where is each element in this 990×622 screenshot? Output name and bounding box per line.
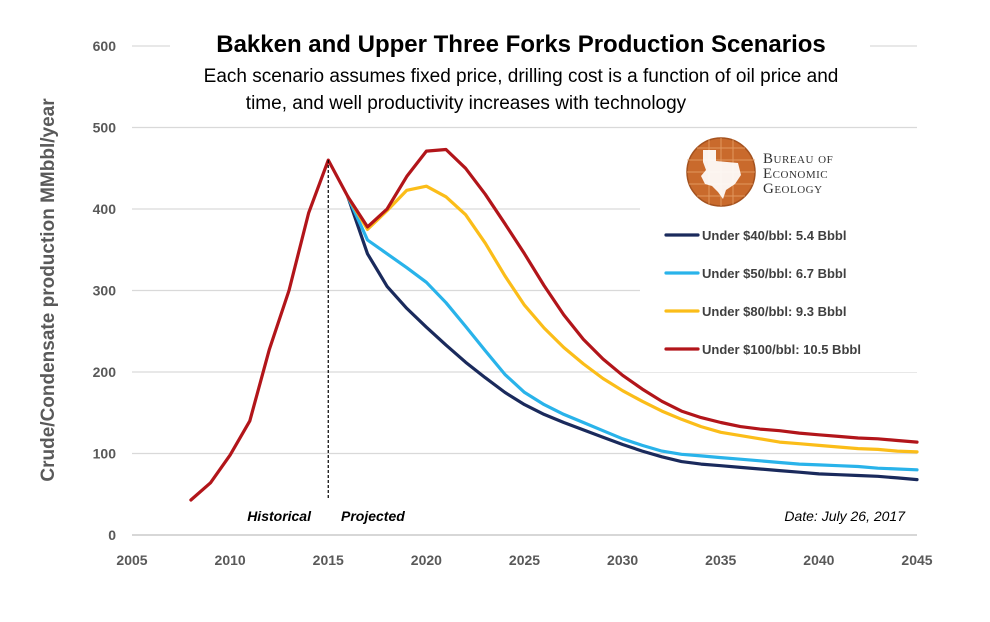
logo-line-2: Economic (763, 166, 828, 182)
series-line-2 (346, 195, 919, 472)
legend: Under $40/bbl: 5.4 Bbbl Under $50/bbl: 6.… (664, 228, 861, 357)
projected-label: Projected (341, 508, 405, 524)
legend-label: Under $80/bbl: 9.3 Bbbl (702, 304, 846, 319)
series-line-4 (189, 147, 919, 502)
legend-label: Under $40/bbl: 5.4 Bbbl (702, 228, 846, 243)
series-line-3 (346, 184, 919, 454)
x-tick-label: 2040 (803, 552, 834, 568)
chart-subtitle-line-1: Each scenario assumes fixed price, drill… (204, 66, 839, 87)
legend-label: Under $50/bbl: 6.7 Bbbl (702, 266, 846, 281)
x-tick-label: 2010 (215, 552, 246, 568)
y-tick-label: 300 (93, 283, 117, 299)
chart-subtitle-line-2: time, and well productivity increases wi… (246, 93, 687, 114)
logo-line-3: Geology (763, 181, 823, 197)
y-tick-label: 200 (93, 364, 117, 380)
x-tick-label: 2045 (901, 552, 932, 568)
y-tick-label: 0 (108, 527, 116, 543)
y-tick-label: 400 (93, 201, 117, 217)
title-background (170, 30, 870, 118)
x-tick-label: 2035 (705, 552, 736, 568)
date-label: Date: July 26, 2017 (784, 508, 906, 524)
y-axis-label: Crude/Condensate production MMbbl/year (38, 98, 59, 482)
y-tick-label: 500 (93, 120, 117, 136)
x-tick-label: 2025 (509, 552, 540, 568)
axis-layer: 0 100 200 300 400 500 600 2005 2010 2015 2020 2025 2… (93, 38, 933, 568)
chart-title: Bakken and Upper Three Forks Production … (216, 31, 826, 58)
bureau-logo: Bureau of Economic Geology (686, 137, 833, 207)
y-tick-label: 100 (93, 446, 117, 462)
grid-layer (132, 30, 920, 455)
x-tick-label: 2015 (313, 552, 344, 568)
x-tick-label: 2020 (411, 552, 442, 568)
series-line-1 (346, 195, 919, 482)
texas-globe-icon (686, 137, 756, 207)
x-tick-label: 2030 (607, 552, 638, 568)
historical-label: Historical (247, 508, 312, 524)
logo-line-1: Bureau of (763, 151, 833, 167)
legend-label: Under $100/bbl: 10.5 Bbbl (702, 342, 861, 357)
y-tick-label: 600 (93, 38, 117, 54)
x-tick-label: 2005 (116, 552, 147, 568)
series-layer (189, 147, 919, 502)
